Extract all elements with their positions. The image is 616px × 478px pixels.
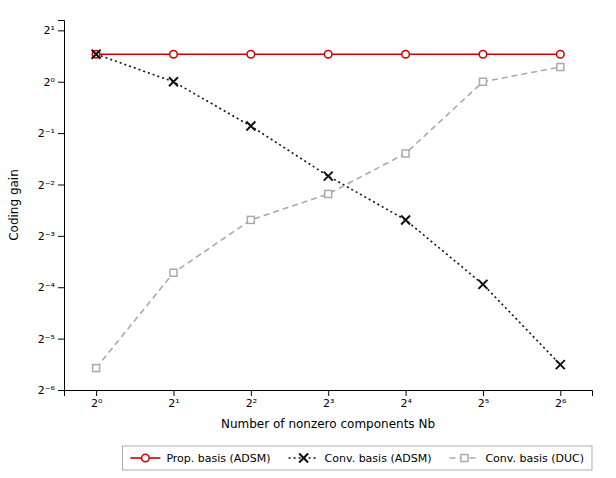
point-marker xyxy=(479,50,487,58)
y-tick-label: 2¹ xyxy=(44,24,55,37)
legend-item: Conv. basis (DUC) xyxy=(449,452,584,465)
x-axis-line xyxy=(65,391,593,397)
point-marker xyxy=(170,269,177,276)
y-tick: 2⁻¹ xyxy=(38,127,64,140)
y-tick-label: 2⁻² xyxy=(38,179,55,192)
point-marker xyxy=(324,50,332,58)
series-line xyxy=(96,67,560,368)
y-tick: 2⁻⁶ xyxy=(38,384,64,397)
y-tick-label: 2⁻³ xyxy=(38,230,55,243)
point-marker xyxy=(247,50,255,58)
y-tick-mark xyxy=(58,390,64,391)
y-tick-label: 2⁻⁶ xyxy=(38,384,56,397)
series xyxy=(92,50,564,58)
legend-marker xyxy=(142,454,150,462)
x-tick-label: 2³ xyxy=(323,397,334,410)
series xyxy=(93,63,564,371)
x-tick-mark xyxy=(173,390,174,396)
legend-marker xyxy=(299,454,308,463)
legend-marker xyxy=(461,455,468,462)
x-axis: 2⁰ 2¹ 2² 2³ 2⁴ 2⁵ 2⁶ xyxy=(65,390,593,410)
point-marker xyxy=(401,215,410,224)
point-marker xyxy=(92,50,101,59)
plot-area: 2⁰ 2¹ 2² 2³ 2⁴ 2⁵ 2⁶ 2⁻⁶ 2⁻⁵ 2⁻⁴ 2⁻³ 2⁻² 2⁻¹ 2⁰ 2¹ Numb… xyxy=(7,21,593,432)
point-marker xyxy=(556,360,565,369)
y-tick-mark xyxy=(58,339,64,340)
point-marker xyxy=(325,190,332,197)
y-axis: 2⁻⁶ 2⁻⁵ 2⁻⁴ 2⁻³ 2⁻² 2⁻¹ 2⁰ 2¹ xyxy=(38,21,65,398)
x-tick-mark xyxy=(251,390,252,396)
legend-item: Conv. basis (ADSM) xyxy=(289,452,432,465)
y-tick-label: 2⁰ xyxy=(44,76,56,89)
point-marker xyxy=(402,50,410,58)
point-marker xyxy=(247,216,254,223)
y-tick: 2¹ xyxy=(44,24,64,37)
y-tick-mark xyxy=(58,82,64,83)
legend-label: Conv. basis (ADSM) xyxy=(325,452,432,465)
x-tick-label: 2⁴ xyxy=(400,397,412,410)
x-tick: 2⁰ xyxy=(91,390,103,410)
y-tick: 2⁰ xyxy=(44,76,64,89)
y-tick-label: 2⁻⁴ xyxy=(38,281,56,294)
x-tick-label: 2⁰ xyxy=(91,397,103,410)
legend-label: Conv. basis (DUC) xyxy=(485,452,584,465)
point-marker xyxy=(324,172,333,181)
x-tick: 2³ xyxy=(323,390,334,410)
x-tick-label: 2⁶ xyxy=(555,397,567,410)
x-tick-label: 2¹ xyxy=(168,397,179,410)
y-tick: 2⁻⁴ xyxy=(38,281,64,294)
y-tick-mark xyxy=(58,236,64,237)
y-tick-mark xyxy=(58,287,64,288)
y-tick: 2⁻⁵ xyxy=(38,333,64,346)
y-tick-mark xyxy=(58,30,64,31)
point-marker xyxy=(169,77,178,86)
legend: Prop. basis (ADSM) Conv. basis (ADSM) Conv… xyxy=(122,446,592,470)
x-tick: 2⁶ xyxy=(555,390,567,410)
y-tick-mark xyxy=(58,184,64,185)
x-tick: 2⁵ xyxy=(478,390,489,410)
y-tick: 2⁻³ xyxy=(38,230,64,243)
y-tick-label: 2⁻⁵ xyxy=(38,333,55,346)
point-marker xyxy=(92,50,100,58)
point-marker xyxy=(478,280,487,289)
point-marker xyxy=(479,78,486,85)
point-marker xyxy=(170,50,178,58)
point-marker xyxy=(557,63,564,70)
point-marker xyxy=(93,365,100,372)
x-tick-mark xyxy=(96,390,97,396)
x-tick: 2¹ xyxy=(168,390,179,410)
legend-frame xyxy=(122,446,592,470)
x-tick-mark xyxy=(406,390,407,396)
x-tick: 2⁴ xyxy=(400,390,412,410)
y-tick-mark xyxy=(58,133,64,134)
x-tick-mark xyxy=(328,390,329,396)
chart: 2⁰ 2¹ 2² 2³ 2⁴ 2⁵ 2⁶ 2⁻⁶ 2⁻⁵ 2⁻⁴ 2⁻³ 2⁻² 2⁻¹ 2⁰ 2¹ Numb… xyxy=(0,0,616,478)
y-tick: 2⁻² xyxy=(38,179,64,192)
legend-label: Prop. basis (ADSM) xyxy=(166,452,270,465)
x-axis-title: Number of nonzero components Nb xyxy=(221,417,435,431)
point-marker xyxy=(246,122,255,131)
point-marker xyxy=(402,150,409,157)
x-tick-label: 2⁵ xyxy=(478,397,489,410)
series-line xyxy=(96,54,560,364)
x-tick-label: 2² xyxy=(246,397,257,410)
series-group xyxy=(92,50,565,372)
x-tick-mark xyxy=(483,390,484,396)
y-axis-title: Coding gain xyxy=(7,169,21,241)
x-tick-mark xyxy=(560,390,561,396)
y-axis-line xyxy=(58,21,65,391)
y-tick-label: 2⁻¹ xyxy=(38,127,55,140)
x-tick: 2² xyxy=(246,390,257,410)
point-marker xyxy=(557,50,565,58)
series xyxy=(92,50,565,369)
legend-item: Prop. basis (ADSM) xyxy=(130,452,270,465)
